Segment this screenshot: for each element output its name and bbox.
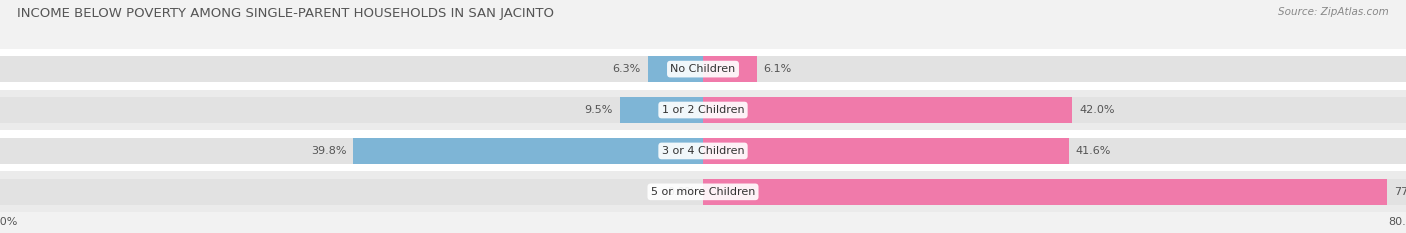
Bar [620, 97, 703, 123]
Text: 42.0%: 42.0% [1080, 105, 1115, 115]
Text: 3 or 4 Children: 3 or 4 Children [662, 146, 744, 156]
Bar [703, 138, 1406, 164]
Bar [0, 171, 1406, 212]
Bar [703, 56, 1406, 82]
Bar [0, 56, 703, 82]
Bar [0, 130, 1406, 171]
Text: No Children: No Children [671, 64, 735, 74]
Bar [703, 56, 756, 82]
Bar [703, 179, 1386, 205]
Text: 9.5%: 9.5% [583, 105, 613, 115]
Bar [648, 56, 703, 82]
Text: Source: ZipAtlas.com: Source: ZipAtlas.com [1278, 7, 1389, 17]
Text: INCOME BELOW POVERTY AMONG SINGLE-PARENT HOUSEHOLDS IN SAN JACINTO: INCOME BELOW POVERTY AMONG SINGLE-PARENT… [17, 7, 554, 20]
Text: 39.8%: 39.8% [311, 146, 346, 156]
Text: 5 or more Children: 5 or more Children [651, 187, 755, 197]
Bar [0, 49, 1406, 89]
Bar [703, 138, 1069, 164]
Text: 6.1%: 6.1% [763, 64, 792, 74]
Bar [0, 89, 1406, 130]
Bar [353, 138, 703, 164]
Bar [0, 97, 703, 123]
Text: 6.3%: 6.3% [613, 64, 641, 74]
Text: 1 or 2 Children: 1 or 2 Children [662, 105, 744, 115]
Bar [703, 179, 1406, 205]
Text: 77.8%: 77.8% [1393, 187, 1406, 197]
Bar [0, 179, 703, 205]
Text: 41.6%: 41.6% [1076, 146, 1111, 156]
Bar [703, 97, 1073, 123]
Bar [703, 97, 1406, 123]
Bar [0, 138, 703, 164]
Text: 0.0%: 0.0% [668, 187, 696, 197]
